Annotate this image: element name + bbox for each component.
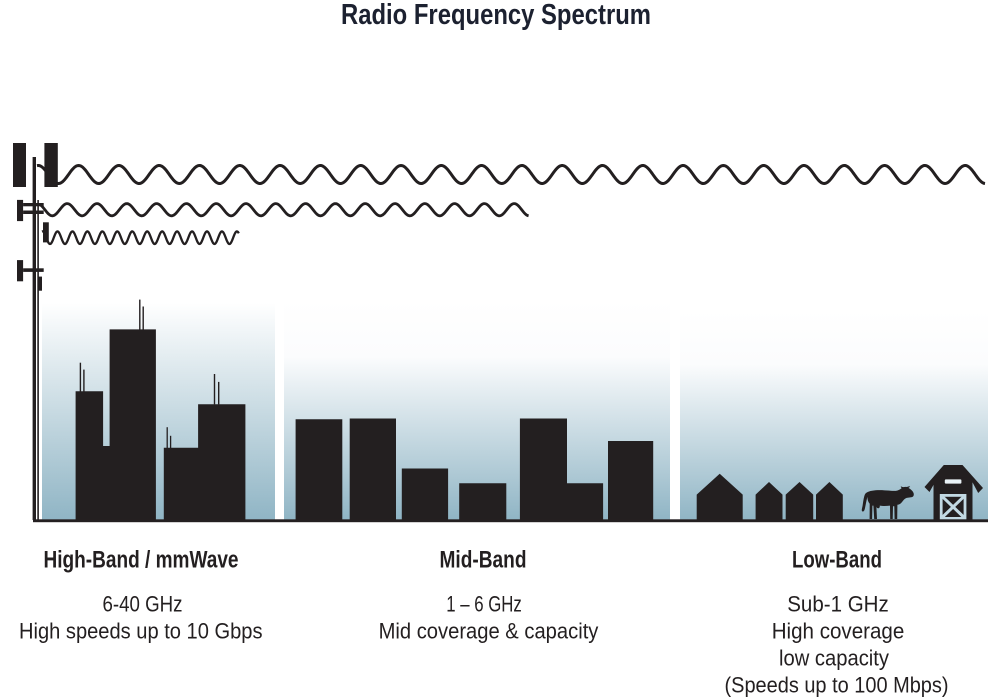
svg-text:6-40 GHz: 6-40 GHz	[103, 592, 183, 617]
svg-text:Sub-1 GHz: Sub-1 GHz	[787, 592, 889, 617]
svg-text:High-Band / mmWave: High-Band / mmWave	[44, 547, 239, 573]
svg-text:(Speeds up to 100 Mbps): (Speeds up to 100 Mbps)	[725, 673, 949, 698]
svg-text:Mid coverage & capacity: Mid coverage & capacity	[379, 619, 599, 644]
svg-text:low capacity: low capacity	[779, 646, 890, 671]
svg-text:Low-Band: Low-Band	[792, 547, 882, 573]
svg-text:High speeds up to 10 Gbps: High speeds up to 10 Gbps	[19, 619, 263, 644]
svg-text:Radio Frequency Spectrum: Radio Frequency Spectrum	[341, 0, 651, 31]
svg-text:Mid-Band: Mid-Band	[440, 547, 527, 573]
svg-text:1 – 6 GHz: 1 – 6 GHz	[446, 592, 522, 617]
svg-text:High coverage: High coverage	[772, 619, 905, 644]
